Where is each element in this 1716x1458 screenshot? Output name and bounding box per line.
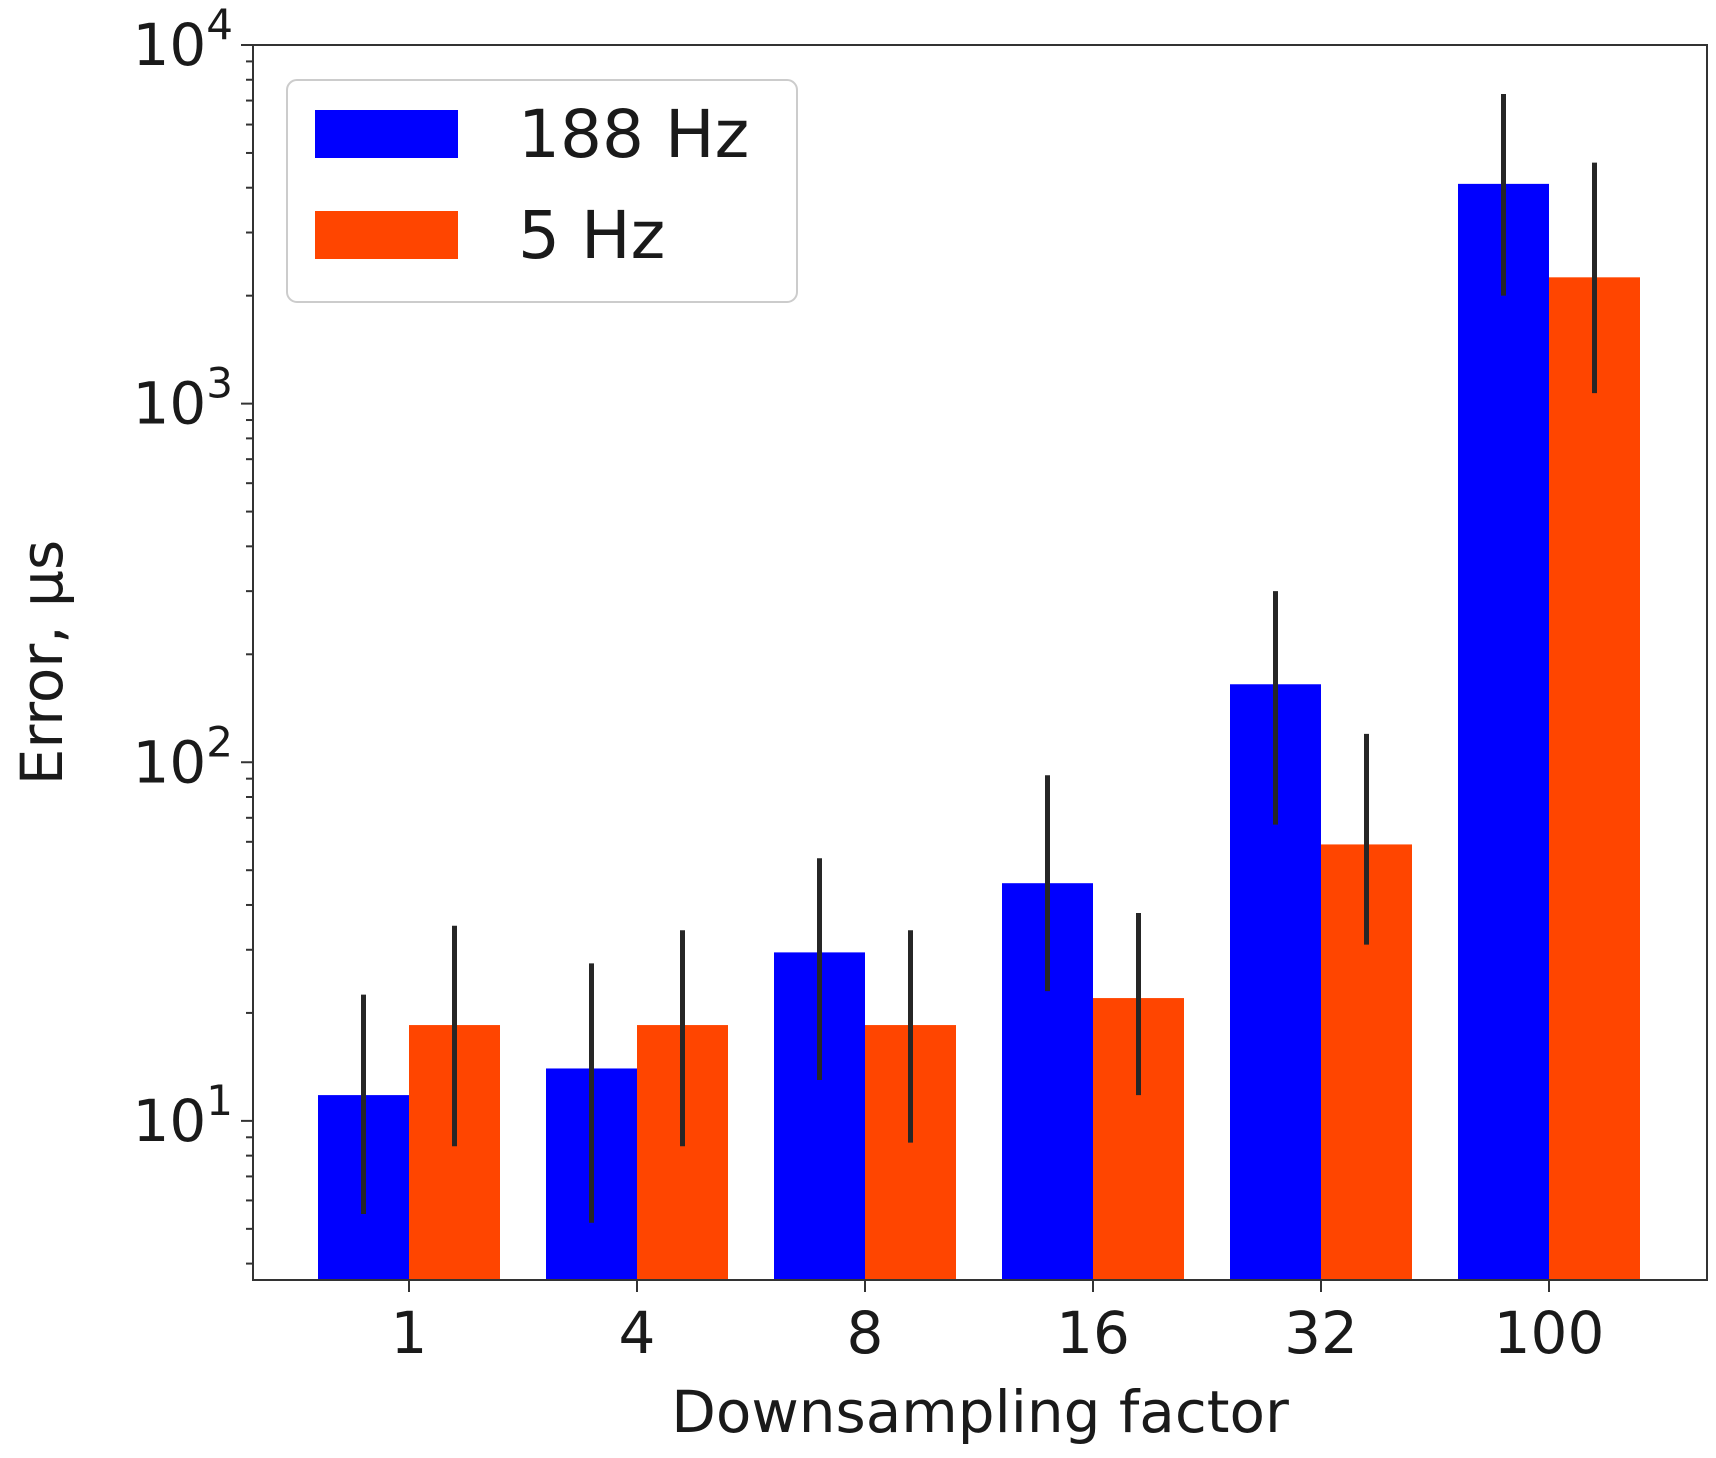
x-tick-label: 8: [847, 1299, 884, 1367]
bars-layer: [318, 183, 1640, 1280]
x-axis-label: Downsampling factor: [671, 1378, 1289, 1446]
x-tick-label: 32: [1284, 1299, 1358, 1367]
legend-swatch-188hz: [315, 110, 458, 158]
bar-188hz-100: [1458, 183, 1549, 1280]
y-axis-label: Error, μs: [8, 540, 76, 785]
x-tick-label: 100: [1494, 1299, 1605, 1367]
legend-swatch-5hz: [315, 211, 458, 259]
y-tick-label: 104: [132, 0, 233, 79]
bar-5hz-100: [1549, 277, 1640, 1280]
y-axis: 101 102 103 104: [132, 0, 253, 1265]
y-tick-label: 101: [132, 1076, 233, 1155]
y-tick-label: 102: [132, 717, 233, 796]
x-tick-label: 4: [619, 1299, 656, 1367]
x-tick-label: 16: [1056, 1299, 1130, 1367]
error-bars-layer: [361, 94, 1597, 1223]
y-tick-label: 103: [132, 359, 233, 438]
x-axis: 1 4 8 16 32 100: [391, 1280, 1605, 1367]
legend: 188 Hz 5 Hz: [286, 79, 798, 303]
legend-label-188hz: 188 Hz: [518, 96, 749, 173]
legend-label-5hz: 5 Hz: [518, 197, 665, 274]
x-tick-label: 1: [391, 1299, 428, 1367]
plot-frame: [252, 44, 1708, 1281]
